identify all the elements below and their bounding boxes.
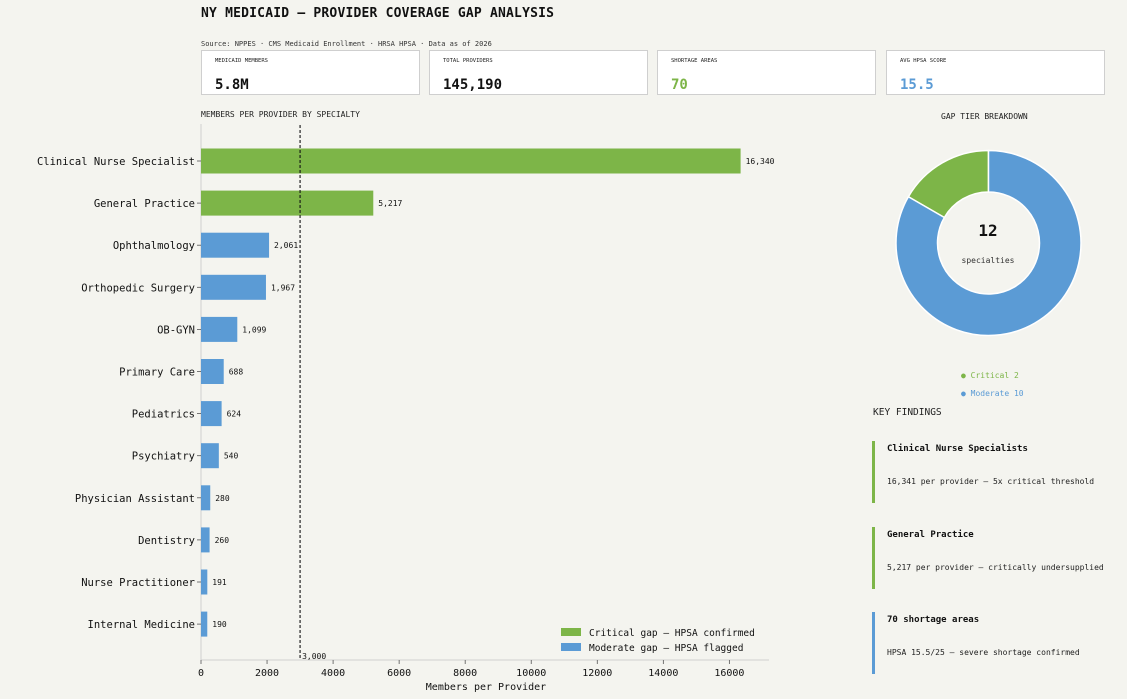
threshold-label: 3,000 [302, 652, 326, 661]
legend-swatch [561, 628, 581, 636]
kpi-value: 70 [671, 77, 688, 93]
bar [201, 443, 219, 469]
kpi-label: AVG HPSA SCORE [900, 58, 947, 64]
bar [201, 274, 266, 300]
category-label: Psychiatry [132, 451, 195, 463]
data-label: 5,217 [378, 199, 402, 208]
category-label: Orthopedic Surgery [81, 282, 195, 294]
data-label: 260 [215, 536, 230, 545]
bar [201, 611, 208, 637]
donut-legend-moderate: ● Moderate 10 [961, 389, 1024, 398]
legend-label: Moderate gap — HPSA flagged [589, 643, 743, 654]
kpi-label: SHORTAGE AREAS [671, 58, 718, 64]
finding-head: General Practice [887, 530, 974, 540]
bar [201, 359, 224, 384]
kpi-card-members: MEDICAID MEMBERS 5.8M [201, 50, 420, 95]
category-label: Dentistry [138, 535, 195, 547]
finding-head: Clinical Nurse Specialists [887, 444, 1028, 454]
key-findings-title: KEY FINDINGS [873, 407, 942, 418]
kpi-value: 15.5 [900, 77, 934, 93]
category-label: Physician Assistant [75, 493, 195, 505]
finding-body: 16,341 per provider — 5x critical thresh… [887, 477, 1095, 486]
category-label: Pediatrics [132, 409, 195, 421]
finding-head: 70 shortage areas [887, 615, 980, 625]
x-tick-label: 8000 [453, 668, 477, 679]
finding-body: 5,217 per provider — critically undersup… [887, 563, 1104, 572]
bar [201, 316, 238, 342]
category-label: General Practice [94, 198, 195, 210]
bar [201, 401, 222, 427]
kpi-value: 145,190 [443, 77, 503, 93]
x-axis-title: Members per Provider [426, 682, 546, 693]
category-label: Primary Care [119, 367, 195, 379]
kpi-card-hpsa-score: AVG HPSA SCORE 15.5 [886, 50, 1105, 95]
data-label: 2,061 [274, 241, 298, 250]
finding-card: General Practice 5,217 per provider — cr… [872, 527, 1127, 589]
x-tick-label: 2000 [255, 668, 279, 679]
kpi-label: MEDICAID MEMBERS [215, 58, 268, 64]
x-tick-label: 14000 [648, 668, 678, 679]
bar [201, 232, 270, 258]
finding-card: 70 shortage areas HPSA 15.5/25 — severe … [872, 612, 1127, 674]
kpi-card-providers: TOTAL PROVIDERS 145,190 [429, 50, 648, 95]
category-label: Nurse Practitioner [81, 577, 195, 589]
x-tick-label: 4000 [321, 668, 345, 679]
data-label: 16,340 [746, 157, 775, 166]
legend-swatch [561, 643, 581, 651]
finding-card: Clinical Nurse Specialists 16,341 per pr… [872, 441, 1127, 503]
data-label: 688 [229, 368, 244, 377]
bar [201, 148, 741, 174]
kpi-label: TOTAL PROVIDERS [443, 58, 493, 64]
bar [201, 569, 208, 595]
category-label: Ophthalmology [113, 240, 195, 252]
data-label: 280 [215, 494, 230, 503]
bar [201, 527, 210, 553]
category-label: Internal Medicine [88, 619, 195, 631]
x-tick-label: 16000 [714, 668, 744, 679]
data-label: 624 [227, 410, 242, 419]
bar [201, 485, 211, 511]
donut-title: GAP TIER BREAKDOWN [941, 112, 1028, 121]
legend-label: Critical gap — HPSA confirmed [589, 628, 755, 639]
x-tick-label: 12000 [582, 668, 612, 679]
data-label: 191 [212, 578, 227, 587]
category-label: Clinical Nurse Specialist [37, 156, 195, 168]
x-tick-label: 6000 [387, 668, 411, 679]
bar [201, 190, 374, 216]
kpi-value: 5.8M [215, 77, 249, 93]
data-label: 1,099 [242, 325, 266, 334]
data-label: 540 [224, 452, 239, 461]
category-label: OB-GYN [157, 324, 195, 336]
page-title: NY MEDICAID — PROVIDER COVERAGE GAP ANAL… [201, 6, 555, 21]
x-tick-label: 10000 [516, 668, 546, 679]
bar-chart-title: MEMBERS PER PROVIDER BY SPECIALTY [201, 110, 360, 119]
source-note: Source: NPPES · CMS Medicaid Enrollment … [201, 40, 492, 48]
finding-body: HPSA 15.5/25 — severe shortage confirmed [887, 648, 1080, 657]
kpi-card-shortage-areas: SHORTAGE AREAS 70 [657, 50, 876, 95]
data-label: 1,967 [271, 283, 295, 292]
donut-legend-critical: ● Critical 2 [961, 371, 1019, 380]
donut-center-label: specialties [961, 256, 1015, 265]
x-tick-label: 0 [198, 668, 204, 679]
donut-center-value: 12 [978, 221, 998, 240]
data-label: 190 [212, 620, 227, 629]
donut-slice [895, 149, 1082, 337]
